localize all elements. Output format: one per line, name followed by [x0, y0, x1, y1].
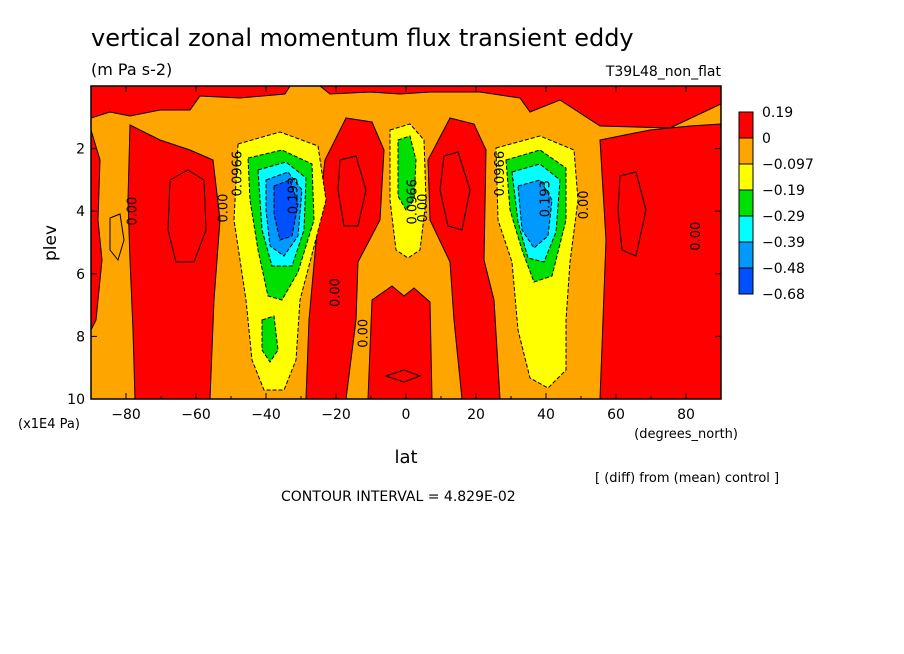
x-axis-units: (degrees_north) — [634, 427, 738, 442]
colorbar-label: −0.097 — [762, 157, 814, 173]
y-tick-label: 10 — [67, 392, 85, 408]
field-red-regions — [91, 86, 721, 399]
colorbar-swatch — [738, 241, 754, 269]
colorbar-label: −0.68 — [762, 287, 805, 303]
colorbar: 0.19 0 −0.097 −0.19 −0.29 −0.39 −0.48 −0.68 — [738, 105, 814, 303]
lobe-south-green-bottom — [261, 315, 279, 363]
contour-label: 0.0966 — [231, 151, 246, 197]
x-tick-label: 20 — [467, 407, 485, 423]
plot-area: 0.00 0.000.0966 0.1930.000.000.09660.000.0… — [91, 86, 721, 399]
chart-units: (m Pa s-2) — [91, 60, 172, 79]
contour-label: 0.00 — [357, 319, 372, 348]
red-polar-north — [599, 123, 721, 399]
x-axis-label: lat — [394, 447, 417, 468]
colorbar-swatch — [738, 215, 754, 243]
x-tick-label: −80 — [111, 407, 141, 423]
x-tick-label: 40 — [537, 407, 555, 423]
red-top-strip-north — [319, 86, 721, 129]
red-equator-bottom — [367, 285, 433, 399]
contour-loop-equator-south — [337, 155, 367, 227]
x-tick-label: 0 — [402, 407, 411, 423]
colorbar-swatch — [738, 163, 754, 191]
contour-label: 0.00 — [217, 194, 232, 223]
contour-label: 0.00 — [577, 190, 592, 219]
x-tick-label: 80 — [677, 407, 695, 423]
contour-labels: 0.00 0.000.0966 0.1930.000.000.09660.000.0… — [126, 151, 705, 348]
y-axis: 2 4 6 8 10 — [67, 142, 721, 408]
y-tick-label: 8 — [76, 329, 85, 345]
contour-label: 0.0966 — [406, 179, 421, 225]
x-tick-label: 60 — [607, 407, 625, 423]
lobe-north-lightblue — [517, 179, 553, 249]
contour-label: 0.193 — [287, 177, 302, 214]
lobe-equator — [389, 123, 427, 259]
lobe-south — [233, 131, 327, 391]
contour-label: 0.00 — [689, 222, 704, 251]
contour-interval: CONTOUR INTERVAL = 4.829E-02 — [281, 489, 516, 505]
contour-label: 0.00 — [329, 278, 344, 307]
colorbar-swatch — [738, 137, 754, 165]
red-equatorial-north — [427, 117, 501, 399]
contour-loop-southmid — [167, 169, 207, 263]
colorbar-label: −0.19 — [762, 183, 805, 199]
x-tick-label: −60 — [181, 407, 211, 423]
inner-contours — [109, 151, 647, 383]
colorbar-swatch — [738, 189, 754, 217]
y-tick-label: 2 — [76, 142, 85, 158]
y-tick-label: 4 — [76, 204, 85, 220]
chart-title: vertical zonal momentum flux transient e… — [91, 24, 634, 52]
contour-loop-equator-bottom — [384, 369, 422, 383]
colorbar-swatch — [738, 267, 754, 295]
colorbar-label: 0.19 — [762, 105, 793, 121]
colorbar-label: −0.29 — [762, 209, 805, 225]
contour-label: 0.00 — [126, 197, 141, 226]
contour-loop-northpole — [617, 171, 647, 257]
contour-loop-southpole — [109, 213, 125, 262]
contour-label: 0.193 — [539, 180, 554, 217]
red-midlat-south — [127, 124, 221, 399]
contour-label: 0.00 — [416, 194, 431, 223]
lobe-north — [495, 135, 579, 389]
y-axis-units: (x1E4 Pa) — [18, 417, 80, 432]
run-label: T39L48_non_flat — [605, 64, 722, 80]
y-axis-label: plev — [41, 225, 61, 261]
lobe-south-blue — [273, 179, 299, 241]
colorbar-label: −0.48 — [762, 261, 805, 277]
lobe-equator-green — [397, 135, 417, 211]
colorbar-label: 0 — [762, 131, 771, 147]
x-axis: −80 −60 −40 −20 0 20 40 60 80 — [90, 86, 722, 423]
contour-loop-equator-north — [439, 151, 471, 231]
contour-label: 0.0966 — [493, 151, 508, 197]
colorbar-label: −0.39 — [762, 235, 805, 251]
red-polar-south — [91, 129, 103, 331]
comparison-note: [ (diff) from (mean) control ] — [595, 471, 779, 486]
y-tick-label: 6 — [76, 267, 85, 283]
x-tick-label: −20 — [321, 407, 351, 423]
red-top-strip-south — [91, 86, 291, 119]
colorbar-swatch — [738, 111, 754, 139]
x-tick-label: −40 — [251, 407, 281, 423]
